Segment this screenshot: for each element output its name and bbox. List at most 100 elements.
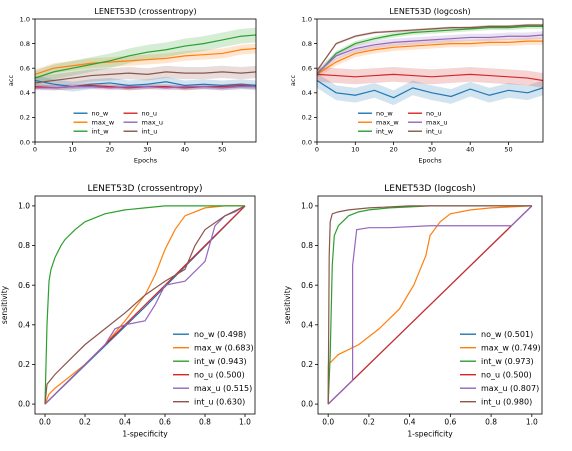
- series-line-int_w: [44, 205, 245, 405]
- legend-label-no_u: no_u (0.500): [481, 371, 532, 380]
- legend-label-no_u: no_u (0.500): [194, 371, 245, 380]
- x-tick-label: 10: [351, 146, 359, 154]
- series-band-int_w: [317, 23, 543, 77]
- series-band-max_w: [35, 43, 256, 80]
- y-tick-label: 0.0: [301, 400, 313, 409]
- series-band-no_u: [317, 66, 543, 88]
- legend-label-max_u: max_u: [142, 119, 164, 127]
- legend-label-int_u: int_u (0.630): [194, 398, 245, 407]
- y-tick-label: 0.0: [18, 400, 30, 409]
- legend-label-no_w: no_w: [376, 110, 393, 118]
- legend-label-no_w: no_w (0.501): [481, 330, 533, 339]
- series-line-no_w: [317, 79, 543, 99]
- series-band-int_u: [35, 65, 256, 90]
- series-line-max_u: [327, 205, 533, 405]
- legend-label-max_w: max_w: [92, 119, 115, 127]
- legend-label-int_w: int_w: [376, 128, 394, 136]
- axes-frame: [316, 18, 544, 143]
- series-line-max_u: [317, 34, 543, 74]
- x-tick-label: 30: [428, 146, 436, 154]
- legend-label-int_w: int_w (0.973): [481, 357, 534, 366]
- x-tick-label: 0.2: [363, 418, 375, 427]
- chart-panel-1: LENET53D (crossentropy) 0 10 20 30 40 50 0.0 0.2…: [7, 7, 257, 164]
- chart-title: LENET53D (crossentropy): [87, 184, 202, 194]
- y-tick-label: 0.8: [301, 241, 313, 250]
- legend-label-max_w: max_w (0.683): [194, 344, 254, 353]
- chart-panel-3: LENET53D (crossentropy) 0.0 0.2 0.4 0.6 0.8 1.…: [0, 184, 256, 439]
- y-tick-label: 1.0: [301, 202, 313, 211]
- legend-label-int_u: int_u (0.980): [481, 398, 532, 407]
- axes-frame: [34, 18, 257, 143]
- y-tick-label: 0.2: [18, 360, 30, 369]
- axes-frame: [317, 195, 543, 415]
- x-tick-label: 0.6: [159, 418, 171, 427]
- x-axis-label: 1-specificity: [122, 430, 168, 439]
- series-line-max_u: [35, 86, 256, 89]
- x-tick-label: 1.0: [526, 418, 538, 427]
- series-line-int_u: [44, 205, 246, 405]
- y-tick-label: 0.8: [302, 40, 312, 48]
- legend-label-max_w: max_w (0.749): [481, 344, 541, 353]
- x-tick-label: 20: [389, 146, 397, 154]
- series-line-max_w: [317, 40, 543, 75]
- x-axis-label: Epochs: [418, 156, 442, 164]
- legend-label-max_u: max_u: [426, 119, 448, 127]
- y-axis-label: sensitivity: [0, 285, 9, 324]
- legend-label-max_w: max_w: [376, 119, 399, 127]
- plot-area: [327, 205, 533, 405]
- legend: no_w (0.501) max_w (0.749) int_w (0.973) no…: [460, 330, 541, 407]
- series-band-int_w: [35, 27, 256, 86]
- chart-title: LENET53D (crossentropy): [94, 7, 196, 16]
- x-tick-label: 0: [33, 146, 37, 154]
- series-band-max_w: [317, 37, 543, 79]
- legend-label-max_u: max_u (0.515): [194, 384, 252, 393]
- x-tick-label: 30: [143, 146, 151, 154]
- y-tick-label: 0.4: [20, 89, 30, 97]
- legend-label-int_u: int_u: [426, 128, 442, 136]
- y-axis-label: sensitivity: [283, 285, 292, 324]
- legend-label-max_u: max_u (0.807): [481, 384, 539, 393]
- y-tick-label: 1.0: [302, 15, 312, 23]
- x-tick-label: 20: [106, 146, 114, 154]
- x-tick-label: 0.2: [79, 418, 91, 427]
- y-tick-label: 0.6: [302, 64, 312, 72]
- y-tick-label: 0.4: [301, 320, 313, 329]
- y-tick-label: 0.2: [20, 114, 30, 122]
- x-tick-label: 1.0: [239, 418, 251, 427]
- series-band-no_w: [35, 75, 256, 92]
- x-tick-label: 40: [181, 146, 189, 154]
- y-tick-label: 0.6: [20, 64, 30, 72]
- series-line-max_w: [327, 205, 532, 405]
- chart-title: LENET53D (logcosh): [384, 184, 475, 194]
- series-line-no_u: [317, 73, 543, 82]
- y-tick-label: 0.8: [18, 241, 30, 250]
- x-tick-label: 0.4: [119, 418, 131, 427]
- x-tick-label: 0: [315, 146, 319, 154]
- y-tick-label: 0.8: [20, 40, 30, 48]
- axes-frame: [34, 195, 256, 415]
- y-tick-label: 0.4: [302, 89, 312, 97]
- legend-label-int_w: int_w (0.943): [194, 357, 247, 366]
- x-tick-label: 50: [504, 146, 512, 154]
- x-tick-label: 0.6: [444, 418, 456, 427]
- y-tick-label: 0.2: [302, 114, 312, 122]
- legend-label-int_w: int_w: [92, 128, 110, 136]
- y-tick-label: 1.0: [18, 202, 30, 211]
- chart-panel-4: LENET53D (logcosh) 0.0 0.2 0.4 0.6 0.8 1.0 0.0 0…: [283, 184, 543, 439]
- y-axis-label: acc: [7, 75, 15, 87]
- series-line-int_w: [35, 34, 256, 79]
- series-band-no_w: [317, 73, 543, 106]
- series-line-int_w: [317, 25, 543, 75]
- x-tick-label: 0.0: [39, 418, 51, 427]
- series-line-int_u: [327, 205, 532, 405]
- chart-panel-2: LENET53D (logcosh) 0 10 20 30 40 50 0.0 0.2 0.4 0.…: [289, 7, 544, 164]
- plot-area: [35, 27, 256, 92]
- plot-area: [317, 23, 543, 106]
- x-tick-label: 0.8: [199, 418, 211, 427]
- y-tick-label: 0.6: [301, 281, 313, 290]
- legend: no_w (0.498) max_w (0.683) int_w (0.943) no…: [173, 330, 254, 407]
- y-axis-label: acc: [289, 75, 297, 87]
- plot-area: [44, 205, 246, 405]
